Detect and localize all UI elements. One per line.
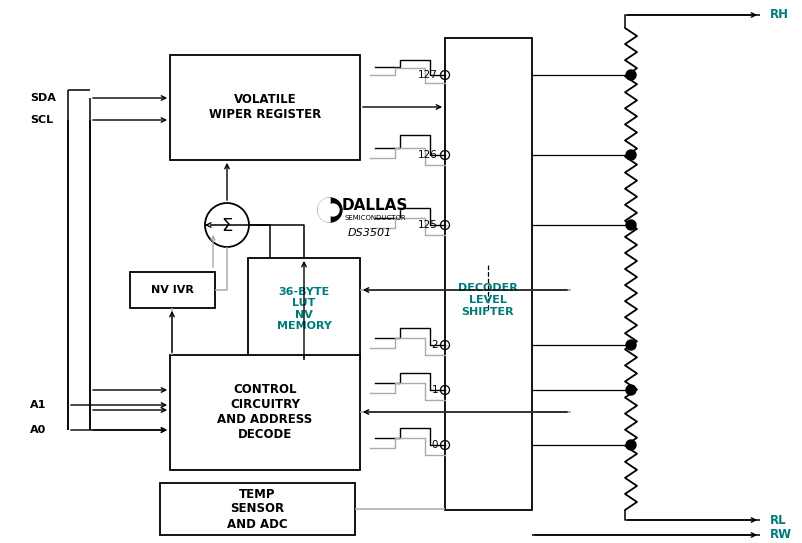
Text: SDA: SDA [30, 93, 56, 103]
Text: NV IVR: NV IVR [151, 285, 193, 295]
Text: SCL: SCL [30, 115, 53, 125]
Text: DALLAS: DALLAS [342, 199, 408, 213]
Text: 125: 125 [418, 220, 438, 230]
Bar [170, 355, 360, 470]
Bar [248, 258, 360, 360]
Text: RL: RL [770, 514, 787, 527]
Text: TEMP
SENSOR
AND ADC: TEMP SENSOR AND ADC [227, 488, 287, 531]
Text: 1: 1 [431, 385, 438, 395]
Text: 2: 2 [431, 340, 438, 350]
Bar [445, 38, 532, 510]
Text: A1: A1 [30, 400, 47, 410]
Text: CONTROL
CIRCUITRY
AND ADDRESS
DECODE: CONTROL CIRCUITRY AND ADDRESS DECODE [217, 383, 313, 441]
Text: RH: RH [770, 9, 789, 22]
Circle shape [626, 440, 636, 450]
Text: SEMICONDUCTOR: SEMICONDUCTOR [344, 215, 406, 221]
Circle shape [626, 340, 636, 350]
Bar [170, 55, 360, 160]
Text: A0: A0 [30, 425, 47, 435]
Text: RW: RW [770, 528, 792, 541]
Circle shape [626, 385, 636, 395]
Wedge shape [318, 198, 330, 222]
Circle shape [626, 70, 636, 80]
Text: 127: 127 [418, 70, 438, 80]
Circle shape [327, 204, 339, 216]
Text: 126: 126 [418, 150, 438, 160]
Text: DS3501: DS3501 [348, 228, 392, 238]
Text: VOLATILE
WIPER REGISTER: VOLATILE WIPER REGISTER [209, 93, 321, 121]
Bar [130, 272, 215, 308]
Circle shape [318, 198, 342, 222]
Circle shape [626, 150, 636, 160]
Text: $\Sigma$: $\Sigma$ [221, 217, 233, 235]
Text: 36-BYTE
LUT
NV
MEMORY: 36-BYTE LUT NV MEMORY [277, 287, 331, 331]
Bar [160, 483, 355, 535]
Circle shape [626, 220, 636, 230]
Text: DECODER
LEVEL
SHIFTER: DECODER LEVEL SHIFTER [458, 283, 518, 317]
Text: 0: 0 [431, 440, 438, 450]
